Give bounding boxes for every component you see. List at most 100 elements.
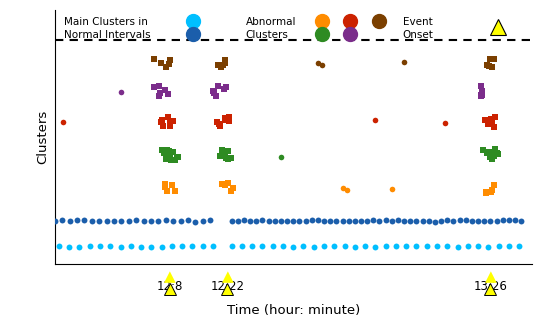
Point	[443, 243, 452, 248]
Point	[218, 147, 226, 153]
Point	[400, 59, 409, 64]
Point	[482, 190, 491, 195]
Point	[482, 62, 491, 67]
Point	[486, 57, 494, 62]
Point	[221, 118, 230, 123]
Point	[493, 150, 502, 155]
Point	[157, 60, 165, 65]
Point	[176, 218, 185, 223]
Point	[332, 219, 341, 224]
Point	[233, 218, 242, 223]
Point	[147, 244, 156, 249]
Point	[278, 243, 287, 248]
Point	[344, 218, 353, 223]
Point	[449, 218, 458, 223]
Point	[224, 181, 232, 186]
Point	[137, 244, 146, 249]
Point	[168, 118, 177, 123]
Point	[283, 218, 292, 223]
Point	[464, 244, 472, 249]
Point	[188, 243, 197, 248]
Point	[72, 218, 81, 223]
Point	[161, 182, 170, 187]
Point	[494, 244, 503, 249]
X-axis label: Time (hour: minute): Time (hour: minute)	[226, 304, 360, 317]
Point	[437, 219, 446, 224]
Point	[87, 218, 96, 223]
Point	[224, 148, 232, 154]
Point	[132, 218, 140, 223]
Point	[106, 244, 115, 249]
Point	[165, 58, 174, 63]
Point	[474, 219, 483, 224]
Point	[224, 115, 232, 120]
Point	[59, 120, 67, 125]
Point	[215, 124, 224, 129]
Point	[455, 218, 464, 223]
Point	[498, 217, 507, 223]
Point	[433, 243, 442, 248]
Point	[476, 92, 485, 98]
Point	[477, 84, 486, 89]
Point	[313, 218, 322, 223]
Point	[221, 84, 230, 89]
Point	[493, 151, 502, 156]
Point	[487, 116, 495, 121]
Point	[489, 150, 498, 156]
Point	[219, 63, 227, 68]
Point	[65, 244, 73, 249]
Point	[425, 218, 433, 223]
Point	[216, 154, 225, 159]
Point	[478, 93, 487, 98]
Point	[418, 218, 427, 223]
Point	[363, 218, 372, 223]
Point	[216, 64, 225, 69]
Point	[58, 218, 66, 223]
Point	[198, 218, 207, 223]
Text: Event
Onset: Event Onset	[403, 17, 433, 40]
Point	[155, 93, 164, 98]
Point	[96, 243, 105, 249]
Point	[221, 57, 230, 62]
Point	[511, 218, 520, 223]
Point	[139, 218, 148, 223]
Point	[167, 157, 176, 163]
Point	[215, 122, 224, 127]
Point	[248, 243, 256, 248]
Point	[158, 147, 167, 152]
Point	[224, 156, 232, 162]
Point	[149, 57, 158, 62]
Point	[213, 84, 222, 89]
Point	[453, 244, 462, 250]
Point	[150, 85, 159, 90]
Point	[174, 155, 182, 160]
Point	[357, 218, 366, 223]
Point	[295, 218, 304, 223]
Point	[85, 244, 94, 249]
Point	[488, 187, 497, 193]
Point	[319, 244, 328, 249]
Point	[318, 62, 327, 68]
Point	[237, 243, 246, 248]
Point	[488, 118, 496, 124]
Text: Main Clusters in
Normal Intervals: Main Clusters in Normal Intervals	[64, 17, 151, 40]
Point	[431, 219, 439, 224]
Point	[443, 218, 452, 223]
Point	[492, 219, 501, 224]
Point	[168, 182, 176, 187]
Point	[387, 186, 396, 192]
Point	[412, 243, 421, 249]
Point	[163, 115, 172, 120]
Point	[326, 218, 335, 223]
Text: Abnormal
Clusters: Abnormal Clusters	[246, 17, 296, 40]
Point	[309, 244, 318, 249]
Point	[191, 219, 199, 224]
Point	[478, 89, 487, 94]
Point	[371, 244, 380, 250]
Point	[206, 218, 214, 223]
Point	[209, 88, 218, 93]
Point	[227, 219, 236, 224]
Point	[116, 244, 125, 249]
Point	[491, 115, 500, 120]
Point	[505, 218, 513, 223]
